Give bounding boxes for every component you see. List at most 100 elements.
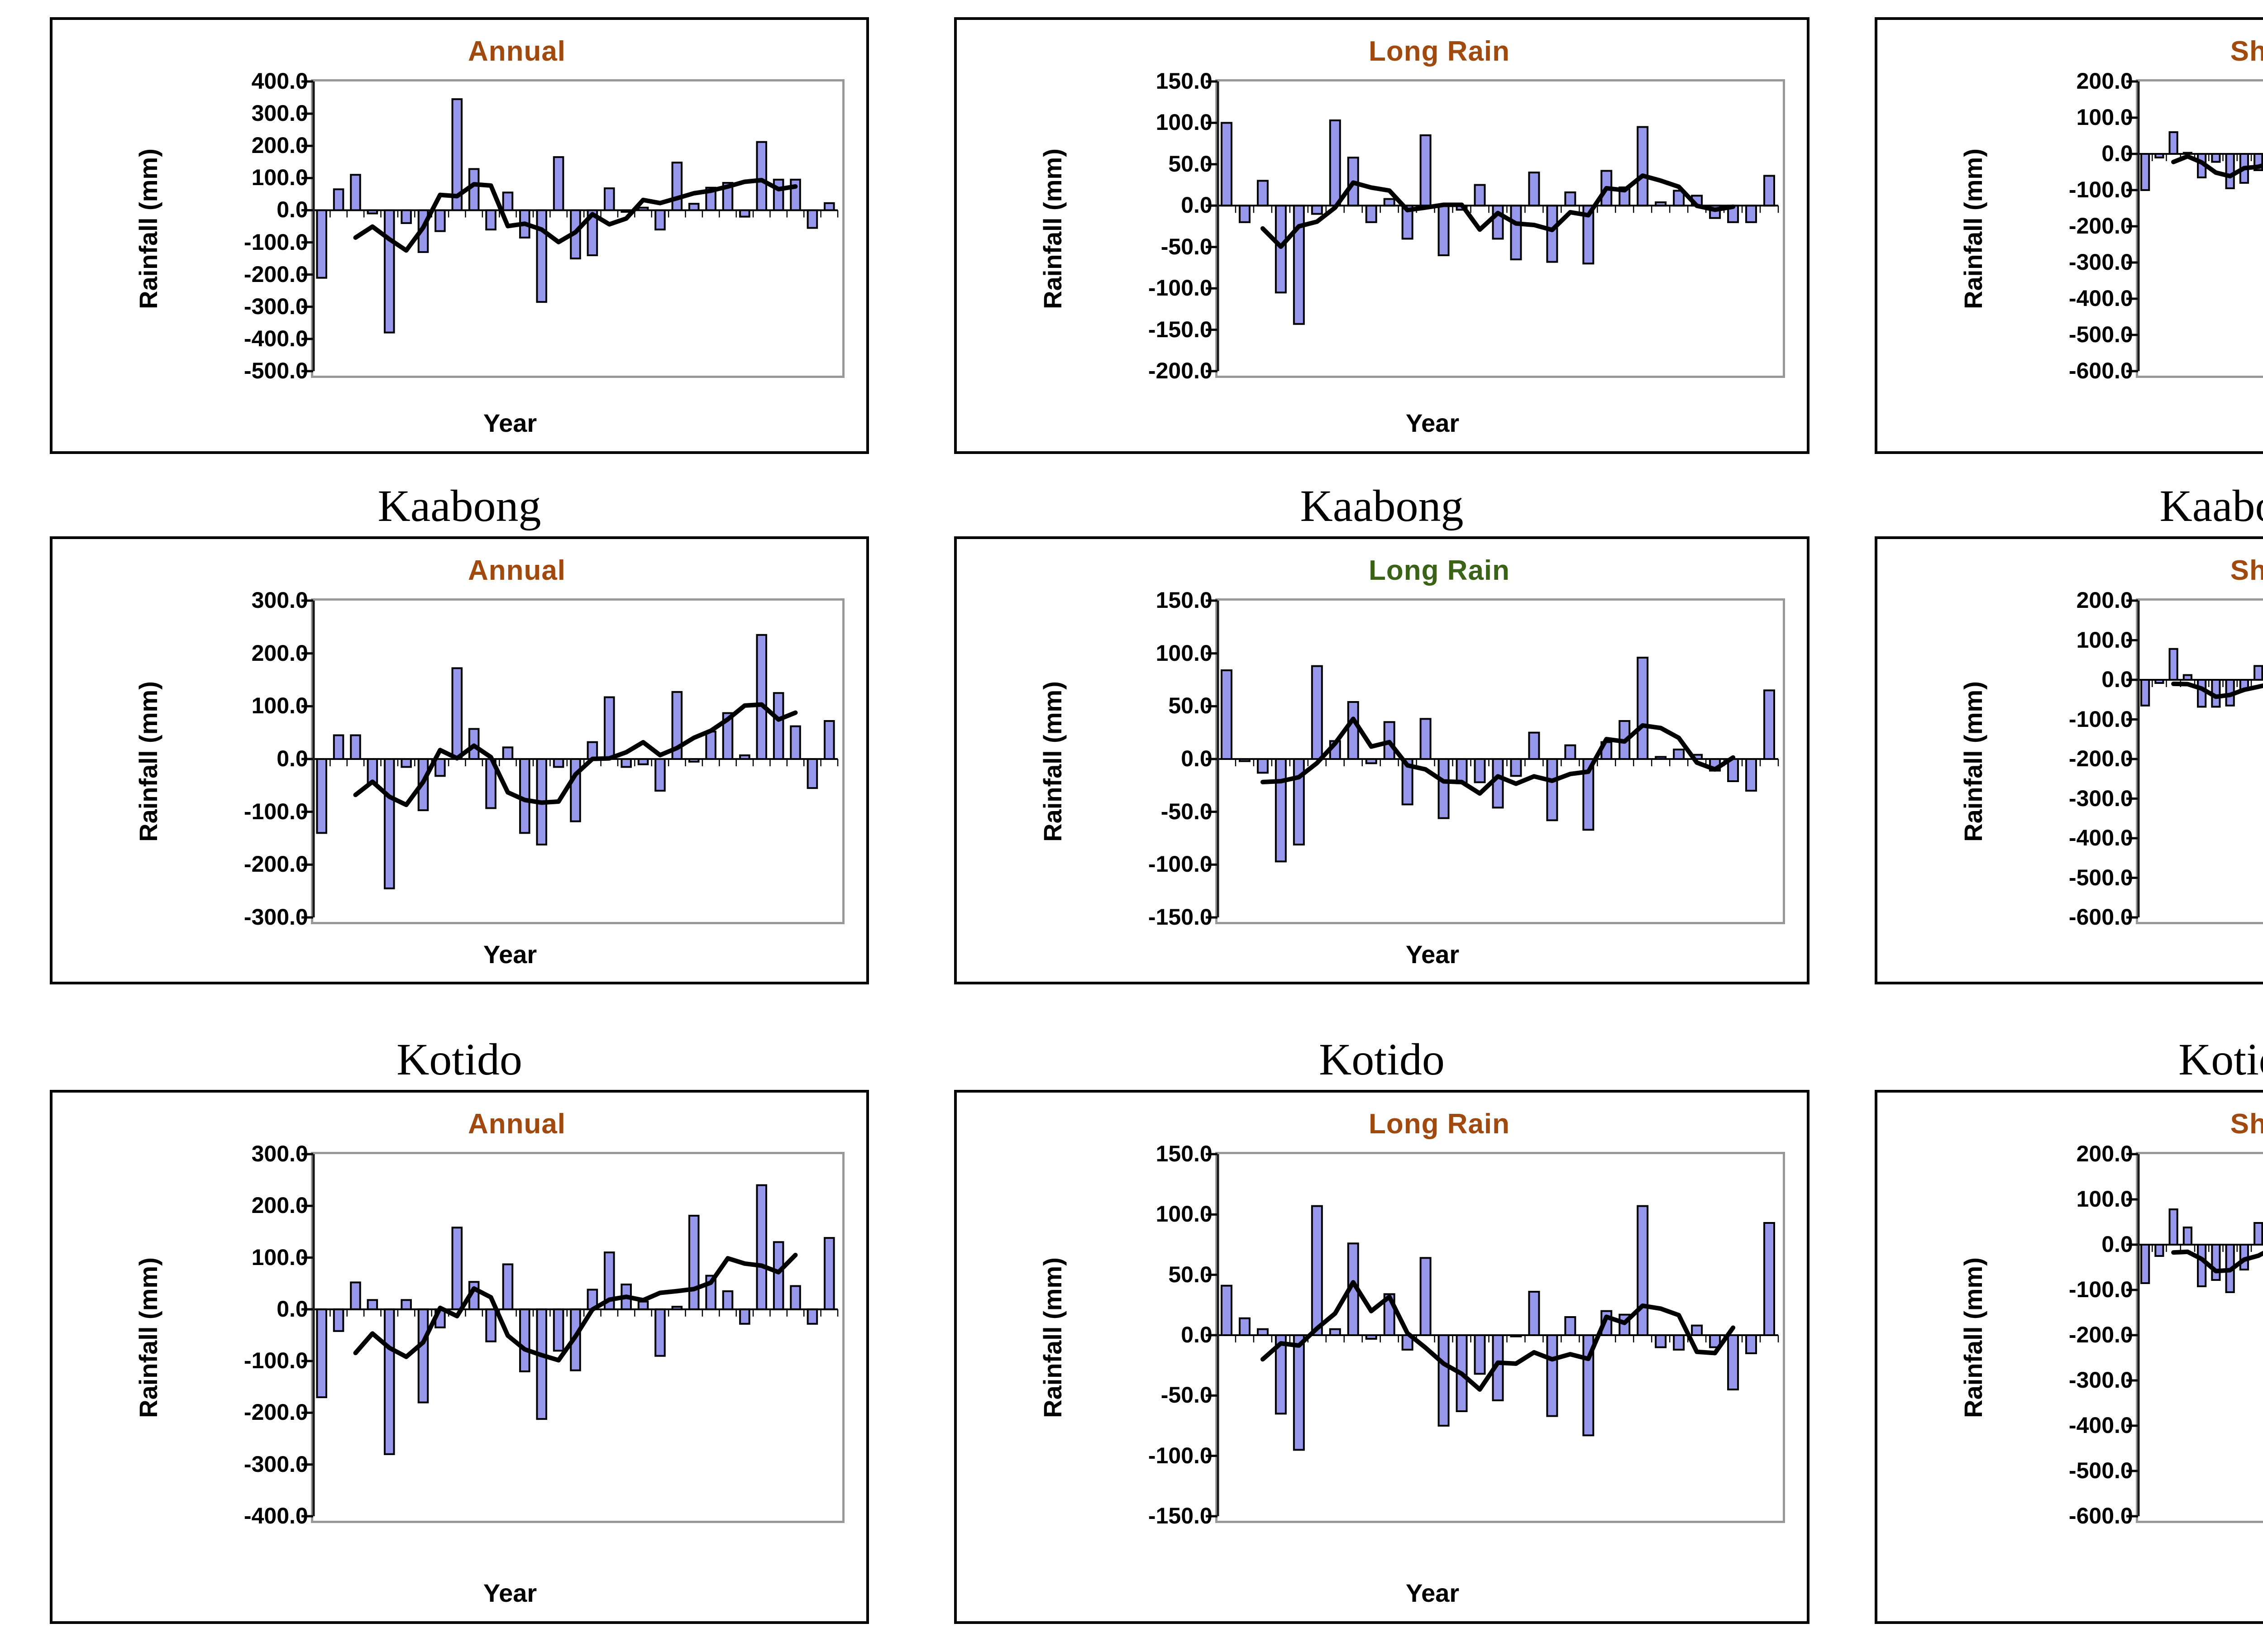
tick-label: -100.0 — [243, 798, 308, 824]
chart-svg — [1205, 1153, 1779, 1518]
location-title: Kaabong — [1300, 481, 1464, 531]
tick-label: 100.0 — [1155, 1201, 1213, 1227]
tick-label: -500.0 — [2068, 1457, 2133, 1483]
x-axis-label: Year — [1997, 1563, 2263, 1608]
y-axis-label: Rainfall (mm) — [134, 148, 162, 309]
location-title: Kotido — [396, 1034, 522, 1084]
bar — [1365, 205, 1377, 223]
bar — [1492, 758, 1504, 809]
trend-line — [1260, 716, 1735, 796]
bar — [1636, 657, 1648, 760]
bar — [2168, 648, 2178, 681]
bar — [451, 1227, 463, 1310]
tick-label: -100.0 — [1148, 1442, 1213, 1468]
chart-svg — [2126, 599, 2263, 919]
tick-label: 200.0 — [2076, 1141, 2133, 1166]
bar — [823, 202, 835, 211]
x-axis-label: Year — [483, 1579, 537, 1607]
tick-label: 150.0 — [1155, 1141, 1213, 1166]
bar — [1474, 1334, 1486, 1375]
tick-label: -200.0 — [2068, 213, 2133, 239]
tick-label: -400.0 — [2068, 285, 2133, 311]
tick-label: 400.0 — [251, 68, 308, 94]
tick-label: -150.0 — [1148, 316, 1213, 342]
chart-title: Long Rain — [1368, 36, 1510, 67]
bar — [1437, 1334, 1450, 1427]
bar — [1383, 198, 1395, 207]
y-axis-ticks: 200.0 100.0 0.0 -100.0 -200.0 -300.0 -400.0 -50… — [2053, 68, 2136, 383]
bar — [756, 141, 767, 211]
bar — [1492, 205, 1504, 240]
bar — [468, 168, 480, 211]
bar — [705, 731, 716, 760]
plot-area — [1205, 79, 1785, 378]
tick-label: -200.0 — [2068, 1322, 2133, 1347]
bar — [654, 758, 666, 792]
bar — [1763, 689, 1775, 760]
tick-label: 300.0 — [251, 587, 308, 613]
bar — [1256, 758, 1269, 774]
bar — [349, 734, 361, 760]
bar — [807, 758, 818, 789]
y-axis-label: Rainfall (mm) — [1958, 1257, 1987, 1418]
bar — [1528, 731, 1540, 760]
bar — [773, 692, 784, 760]
trend-line — [2171, 154, 2263, 179]
bar — [536, 1308, 547, 1420]
y-axis-ticks: 150.0 100.0 50.0 0.0 -50.0 -100.0 -150.0 — [1133, 587, 1215, 930]
bar — [383, 1308, 395, 1455]
bar — [1220, 122, 1232, 207]
bar — [1745, 758, 1757, 792]
bar — [383, 209, 395, 334]
tick-label: -300.0 — [2068, 1367, 2133, 1393]
bar — [553, 156, 564, 211]
tick-label: 100.0 — [251, 693, 308, 719]
chart-frame: Annual Rainfall (mm) 300.0 200.0 100.0 0.0-… — [50, 1090, 869, 1624]
chart-body: Rainfall (mm) 300.0 200.0 100.0 0.0 -100.0 -2… — [68, 587, 848, 930]
y-axis-label: Rainfall (mm) — [1038, 1257, 1067, 1418]
tick-label: -300.0 — [2068, 249, 2133, 275]
tick-label: -600.0 — [2068, 1503, 2133, 1528]
bar — [1672, 1334, 1685, 1351]
chart-body: Rainfall (mm) 300.0 200.0 100.0 0.0 -100.0 -2… — [68, 1141, 848, 1528]
trend-line — [1260, 173, 1735, 249]
bar — [1474, 184, 1486, 207]
chart-cell: Kaabong Annual Rainfall (mm) 300.0 200.0 1… — [50, 480, 869, 984]
tick-label: 100.0 — [251, 1244, 308, 1270]
bar — [333, 1308, 344, 1332]
plot-area — [2126, 79, 2263, 378]
bar — [773, 1241, 784, 1310]
y-axis-label: Rainfall (mm) — [134, 1257, 162, 1418]
plot-area — [1205, 1152, 1785, 1523]
bar — [401, 758, 412, 768]
bar — [1727, 1334, 1739, 1390]
chart-body: Rainfall (mm) 150.0 100.0 50.0 0.0 -50.0 -100… — [972, 1141, 1789, 1528]
bar — [333, 734, 344, 760]
tick-label: 150.0 — [1155, 68, 1213, 94]
tick-label: 200.0 — [251, 640, 308, 666]
plot-area — [301, 1152, 845, 1523]
bar — [1528, 172, 1540, 207]
chart-cell: Short rain Rainfall (mm) 200.0100.00.0-1… — [1875, 17, 2263, 454]
bar — [316, 758, 327, 834]
chart-svg — [301, 1153, 838, 1518]
chart-title: Long Rain — [1368, 1108, 1510, 1140]
bar — [536, 209, 547, 303]
tick-label: -400.0 — [2068, 825, 2133, 850]
bar — [1636, 126, 1648, 207]
bar — [1419, 718, 1432, 760]
bar — [1437, 205, 1450, 256]
chart-frame: Short rain Rainfall (mm) 200.0100.00.0-1… — [1875, 536, 2263, 984]
bar — [367, 1299, 378, 1310]
x-axis-label: Year — [483, 940, 537, 969]
bar — [1311, 665, 1323, 760]
tick-label: 50.0 — [1168, 693, 1213, 719]
bar — [637, 1300, 649, 1310]
bar — [1745, 1334, 1757, 1354]
bar — [349, 174, 361, 211]
tick-label: -50.0 — [1160, 234, 1213, 259]
bar — [2168, 131, 2178, 155]
tick-label: -100.0 — [243, 229, 308, 255]
tick-label: 200.0 — [251, 133, 308, 158]
chart-row-2: Kaabong Annual Rainfall (mm) 300.0 200.0 1… — [50, 480, 2263, 984]
